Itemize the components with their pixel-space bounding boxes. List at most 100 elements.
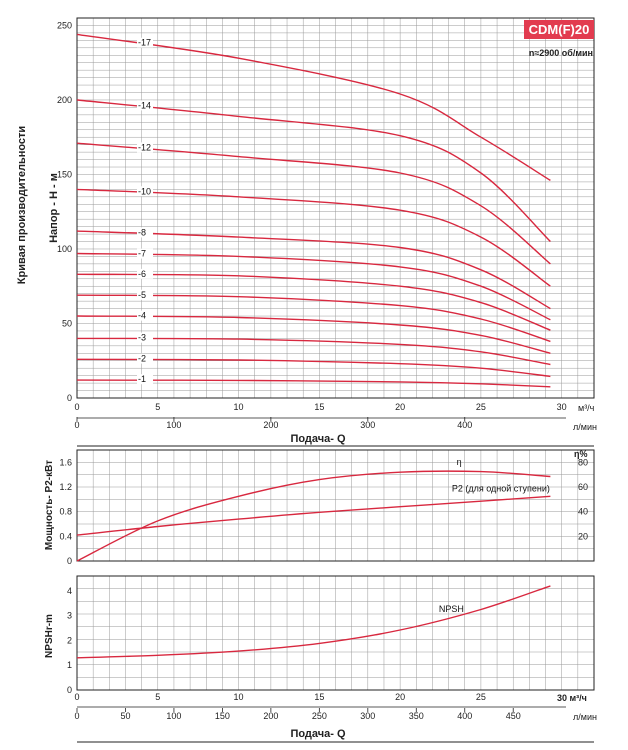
npsh-chart-grid: [77, 576, 594, 690]
npsh-xlabel: Подача- Q: [290, 728, 346, 740]
head-lmin-tick: 200: [263, 420, 278, 430]
curve-label: -2: [138, 354, 146, 364]
power-curve: [76, 495, 551, 536]
head-curve: [76, 358, 551, 378]
head-ytick: 50: [62, 318, 72, 328]
curve-label: -4: [138, 311, 146, 321]
curve-label: -14: [138, 100, 151, 110]
eff-ytick: 20: [578, 531, 588, 541]
head-xunit-bottom: л/мин: [573, 422, 597, 432]
npsh-ytick: 1: [67, 660, 72, 670]
curve-label-bg: [137, 186, 154, 197]
npsh-ytick: 2: [67, 635, 72, 645]
curve-label: -5: [138, 290, 146, 300]
npsh-xtick: 15: [314, 692, 324, 702]
head-lmin-tick: 0: [74, 420, 79, 430]
npsh-ytick: 0: [67, 685, 72, 695]
head-xunit-top: м³/ч: [578, 403, 595, 413]
curve-label-bg: [137, 310, 154, 321]
head-xlabel: Подача- Q: [290, 433, 346, 445]
curve-label: -10: [138, 186, 151, 196]
power-ytick: 0.8: [59, 507, 72, 517]
npsh-lmin-tick: 400: [457, 711, 472, 721]
npsh-xtick: 0: [74, 692, 79, 702]
npsh-lmin-tick: 450: [506, 711, 521, 721]
model-badge: [524, 20, 594, 39]
npsh-ytick: 4: [67, 586, 72, 596]
curve-label-bg: [137, 268, 154, 279]
npsh-ylabel: NPSHr-m: [44, 614, 55, 658]
head-ytick: 0: [67, 393, 72, 403]
efficiency-curve: [76, 470, 551, 562]
curve-label: -1: [138, 374, 146, 384]
curve-label: -6: [138, 269, 146, 279]
npsh-lmin-tick: 0: [74, 711, 79, 721]
power-ytick: 0: [67, 556, 72, 566]
power-chart-grid: [77, 450, 594, 561]
npsh-lmin-tick: 200: [263, 711, 278, 721]
head-xtick: 20: [395, 402, 405, 412]
head-lmin-tick: 400: [457, 420, 472, 430]
curve-label-bg: [137, 289, 154, 300]
head-curve: [76, 99, 551, 242]
model-badge-text: CDM(F)20: [529, 22, 590, 37]
head-xtick: 0: [74, 402, 79, 412]
curve-label: -7: [138, 249, 146, 259]
npsh-xunit-bottom: л/мин: [573, 712, 597, 722]
power-ylabel: Мощность- P2-кВт: [44, 460, 55, 550]
curve-label-bg: [137, 227, 154, 238]
eff-ytick: 80: [578, 457, 588, 467]
curve-label-bg: [137, 332, 154, 343]
side-title: Кривая производительности: [16, 126, 28, 284]
npsh-xtick: 20: [395, 692, 405, 702]
npsh-lmin-tick: 100: [166, 711, 181, 721]
head-xtick: 15: [314, 402, 324, 412]
head-curve: [76, 337, 551, 366]
head-curve: [76, 252, 551, 321]
head-curve: [76, 33, 551, 181]
power-ytick: 1.6: [59, 457, 72, 467]
head-chart-frame: [76, 17, 595, 399]
head-xtick: 25: [476, 402, 486, 412]
power-chart-ticks: 0 0.4 0.8 1.2 1.6 20 40 60 80: [59, 457, 588, 566]
eff-ylabel: η%: [574, 449, 588, 459]
npsh-xtick: 25: [476, 692, 486, 702]
power-chart-frame: [76, 449, 595, 562]
curve-label-bg: [137, 37, 154, 48]
power-curves: η P2 (для одной ступени): [76, 457, 551, 562]
head-curve: [76, 230, 551, 310]
head-curves: -1 -2 -3 -4 -5 -6 -7 -8 -10 -12 -14 -17: [76, 33, 551, 388]
npsh-lmin-tick: 250: [312, 711, 327, 721]
head-ytick: 200: [57, 95, 72, 105]
npsh-lmin-tick: 50: [120, 711, 130, 721]
head-xtick: 30: [557, 402, 567, 412]
npsh-xunit-top: 30 м³/ч: [557, 693, 587, 703]
head-curve: [76, 142, 551, 265]
efficiency-curve-label: η: [457, 457, 462, 467]
speed-label: n≈2900 об/мин: [529, 48, 593, 58]
eff-ytick: 60: [578, 482, 588, 492]
npsh-ytick: 3: [67, 611, 72, 621]
npsh-xtick: 5: [155, 692, 160, 702]
curve-label: -3: [138, 333, 146, 343]
curve-label-bg: [137, 374, 154, 385]
npsh-chart-frame: [76, 575, 595, 691]
curve-label: -8: [138, 227, 146, 237]
power-ytick: 1.2: [59, 482, 72, 492]
head-chart-grid: [77, 18, 594, 398]
head-ytick: 100: [57, 244, 72, 254]
curve-label-bg: [137, 353, 154, 364]
eff-ytick: 40: [578, 507, 588, 517]
head-ytick: 250: [57, 20, 72, 30]
npsh-lmin-tick: 300: [360, 711, 375, 721]
power-ytick: 0.4: [59, 531, 72, 541]
head-lmin-tick: 300: [360, 420, 375, 430]
curve-label-bg: [137, 248, 154, 259]
curve-label-bg: [137, 100, 154, 111]
npsh-xtick: 10: [234, 692, 244, 702]
npsh-lmin-tick: 150: [215, 711, 230, 721]
head-curve: [76, 379, 551, 388]
head-curve: [76, 188, 551, 287]
